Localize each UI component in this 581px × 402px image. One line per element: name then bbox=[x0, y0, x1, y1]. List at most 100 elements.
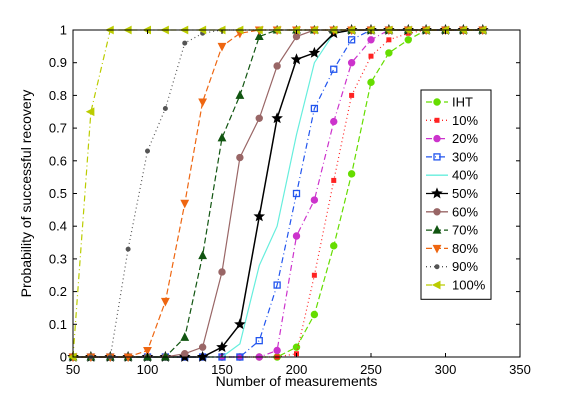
y-tick-label: 0 bbox=[60, 350, 67, 365]
y-tick-label: 0.4 bbox=[49, 219, 67, 234]
legend-entry: 90% bbox=[426, 259, 478, 274]
legend-label: 100% bbox=[452, 278, 486, 293]
legend-entry: IHT bbox=[426, 95, 473, 110]
legend-entry: 20% bbox=[426, 131, 478, 146]
legend-label: 30% bbox=[452, 149, 478, 164]
legend-entry: 60% bbox=[426, 204, 478, 219]
data-point bbox=[330, 117, 338, 126]
y-tick-label: 0.9 bbox=[49, 55, 67, 70]
y-tick-label: 0.3 bbox=[49, 251, 67, 266]
legend-entry: 30% bbox=[426, 149, 478, 164]
data-point bbox=[347, 59, 356, 67]
data-point bbox=[330, 65, 338, 73]
legend-marker bbox=[434, 264, 440, 270]
legend: IHT 10% 20% 30% 40% 50% 60% 70% 80% 90% 100% bbox=[420, 89, 492, 300]
data-point bbox=[404, 36, 412, 44]
data-point bbox=[347, 170, 356, 178]
legend-label: 60% bbox=[452, 204, 478, 219]
data-point bbox=[310, 310, 319, 319]
data-point bbox=[273, 281, 281, 289]
data-point bbox=[349, 92, 355, 98]
x-tick-label: 100 bbox=[137, 362, 159, 377]
y-tick-label: 0.1 bbox=[49, 317, 67, 332]
legend-label: IHT bbox=[452, 95, 473, 110]
y-tick-label: 0.6 bbox=[49, 153, 67, 168]
data-point bbox=[143, 346, 152, 356]
legend-label: 50% bbox=[452, 186, 478, 201]
x-tick-label: 150 bbox=[211, 362, 233, 377]
data-point bbox=[311, 272, 317, 278]
x-tick-label: 300 bbox=[435, 362, 457, 377]
legend-entry: 70% bbox=[426, 223, 478, 238]
data-point bbox=[255, 114, 263, 122]
data-point bbox=[273, 62, 281, 70]
data-point bbox=[236, 153, 244, 162]
data-point bbox=[125, 246, 131, 252]
y-tick-label: 0.8 bbox=[49, 88, 67, 103]
data-point bbox=[180, 332, 190, 341]
data-point bbox=[218, 268, 226, 276]
y-tick-label: 0.2 bbox=[49, 284, 67, 299]
legend-entry: 10% bbox=[426, 113, 478, 128]
legend-marker bbox=[432, 244, 442, 254]
data-point bbox=[216, 341, 228, 353]
data-point bbox=[198, 343, 207, 351]
data-point bbox=[385, 49, 393, 57]
y-tick-label: 0.5 bbox=[49, 186, 67, 201]
data-point bbox=[310, 196, 319, 204]
data-point bbox=[235, 90, 245, 99]
data-point bbox=[162, 105, 168, 111]
legend-label: 40% bbox=[452, 168, 478, 183]
x-tick-label: 250 bbox=[360, 362, 382, 377]
data-point bbox=[368, 53, 374, 59]
legend-label: 90% bbox=[452, 259, 478, 274]
legend-entry: 50% bbox=[426, 186, 478, 201]
legend-marker bbox=[433, 153, 441, 161]
y-tick-label: 0.7 bbox=[49, 121, 67, 136]
legend-marker bbox=[433, 134, 441, 143]
data-point bbox=[217, 42, 227, 52]
data-point bbox=[308, 46, 321, 58]
x-axis-label: Number of measurements bbox=[216, 373, 378, 389]
x-tick-label: 200 bbox=[286, 362, 308, 377]
y-tick-label: 1 bbox=[60, 23, 67, 38]
legend-marker bbox=[433, 98, 441, 106]
axis-ticks: 50 100 150 200 250 300 350 0 0.1 0.2 0.3 0.4 0.5 0.6 0… bbox=[49, 23, 531, 378]
legend-entry: 100% bbox=[426, 278, 486, 293]
data-point bbox=[347, 36, 356, 44]
data-point bbox=[254, 31, 264, 41]
legend-entry: 80% bbox=[426, 241, 478, 256]
legend-marker bbox=[433, 208, 441, 216]
data-point bbox=[331, 177, 337, 183]
legend-label: 80% bbox=[452, 241, 478, 256]
legend-marker bbox=[431, 280, 441, 290]
data-point bbox=[85, 107, 95, 117]
legend-marker bbox=[431, 187, 443, 199]
data-point bbox=[217, 132, 227, 142]
data-point bbox=[367, 78, 375, 87]
x-tick-label: 350 bbox=[509, 362, 531, 377]
data-point bbox=[330, 242, 338, 250]
legend-marker bbox=[434, 117, 440, 123]
data-point bbox=[271, 112, 283, 124]
data-point bbox=[255, 336, 263, 345]
legend-marker bbox=[432, 225, 442, 234]
data-point bbox=[290, 53, 303, 65]
y-axis-label: Probability of successful recovery bbox=[18, 90, 34, 298]
legend-label: 20% bbox=[452, 131, 478, 146]
legend-label: 10% bbox=[452, 113, 478, 128]
data-point bbox=[273, 346, 281, 355]
data-point bbox=[145, 148, 150, 154]
data-point bbox=[386, 37, 392, 43]
data-point bbox=[234, 318, 246, 330]
data-point bbox=[253, 210, 266, 222]
x-tick-label: 50 bbox=[66, 362, 80, 377]
data-point bbox=[182, 40, 188, 46]
data-point bbox=[367, 36, 375, 44]
data-point bbox=[310, 104, 319, 113]
legend-entry: 40% bbox=[426, 168, 478, 183]
data-point bbox=[181, 350, 189, 358]
data-point bbox=[180, 199, 190, 209]
legend-box bbox=[420, 89, 492, 300]
